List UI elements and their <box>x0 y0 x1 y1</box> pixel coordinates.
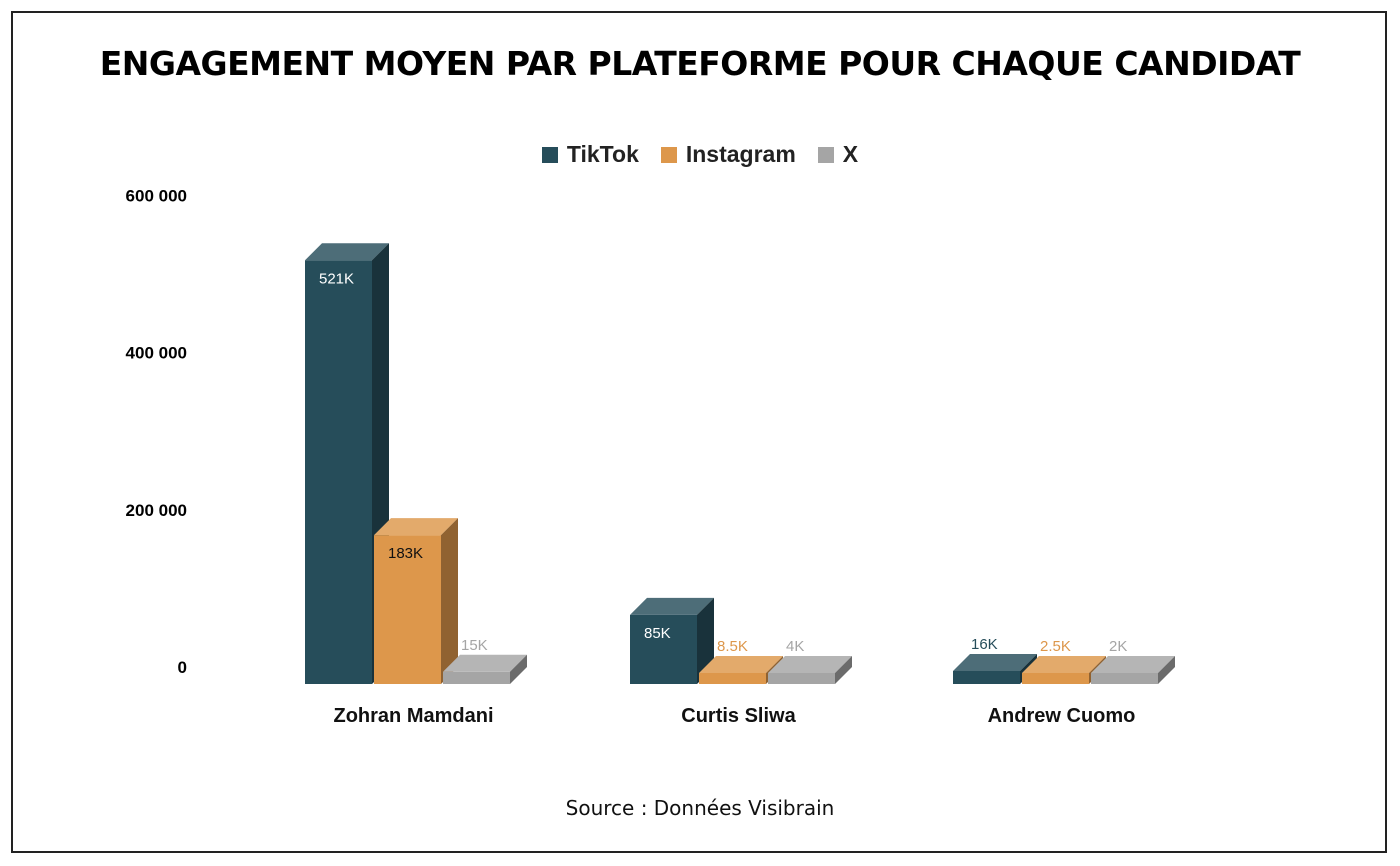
legend-swatch-tiktok <box>541 146 558 163</box>
legend-swatch-x <box>817 146 834 163</box>
y-tick-label: 0 <box>178 658 187 677</box>
bar-side-x-1 <box>835 656 852 684</box>
bar-top-instagram-2 <box>1022 656 1106 673</box>
data-label-tiktok-1: 85K <box>644 625 671 642</box>
bar-top-x-0 <box>443 654 527 672</box>
data-label-x-2: 2K <box>1109 638 1127 655</box>
bar-front-tiktok-1 <box>630 614 697 684</box>
bar-front-x-0 <box>443 671 510 684</box>
data-label-tiktok-2: 16K <box>971 636 998 653</box>
bar-top-x-1 <box>768 656 852 673</box>
chart-legend: TikTok Instagram X <box>0 141 1400 168</box>
legend-label-instagram: Instagram <box>685 141 796 167</box>
data-label-x-0: 15K <box>461 637 488 654</box>
bar-top-tiktok-0 <box>305 243 389 261</box>
bar-front-x-1 <box>768 673 835 684</box>
legend-swatch-instagram <box>660 146 677 163</box>
bar-side-x-2 <box>1158 656 1175 684</box>
bar-front-instagram-2 <box>1022 673 1089 684</box>
data-label-instagram-2: 2.5K <box>1040 638 1071 655</box>
bar-top-instagram-1 <box>699 656 783 673</box>
category-label: Zohran Mamdani <box>333 705 493 727</box>
legend-item-tiktok: TikTok <box>541 141 639 168</box>
bar-front-tiktok-2 <box>953 670 1020 684</box>
y-tick-label: 200 000 <box>126 501 187 520</box>
category-label: Andrew Cuomo <box>988 705 1136 727</box>
chart-source: Source : Données Visibrain <box>565 796 835 820</box>
category-label: Curtis Sliwa <box>681 705 796 727</box>
bar-front-x-2 <box>1091 673 1158 684</box>
bar-top-x-2 <box>1091 656 1175 673</box>
y-tick-label: 600 000 <box>126 187 187 206</box>
bar-front-tiktok-0 <box>305 260 372 684</box>
data-label-x-1: 4K <box>786 638 804 655</box>
bar-top-tiktok-1 <box>630 597 714 615</box>
bar-front-instagram-1 <box>699 673 766 684</box>
legend-label-x: X <box>842 141 859 167</box>
bar-side-instagram-0 <box>441 518 458 684</box>
data-label-instagram-1: 8.5K <box>717 638 748 655</box>
data-label-instagram-0: 183K <box>388 545 423 562</box>
bar-top-instagram-0 <box>374 518 458 536</box>
legend-item-x: X <box>817 141 859 168</box>
bar-side-x-0 <box>510 654 527 684</box>
legend-item-instagram: Instagram <box>660 141 796 168</box>
chart-title: ENGAGEMENT MOYEN PAR PLATEFORME POUR CHA… <box>99 44 1301 83</box>
legend-label-tiktok: TikTok <box>566 141 639 167</box>
chart-frame <box>11 11 1387 853</box>
bar-front-instagram-0 <box>374 535 441 684</box>
y-tick-label: 400 000 <box>126 344 187 363</box>
data-label-tiktok-0: 521K <box>319 270 354 287</box>
bar-top-tiktok-2 <box>953 653 1037 671</box>
